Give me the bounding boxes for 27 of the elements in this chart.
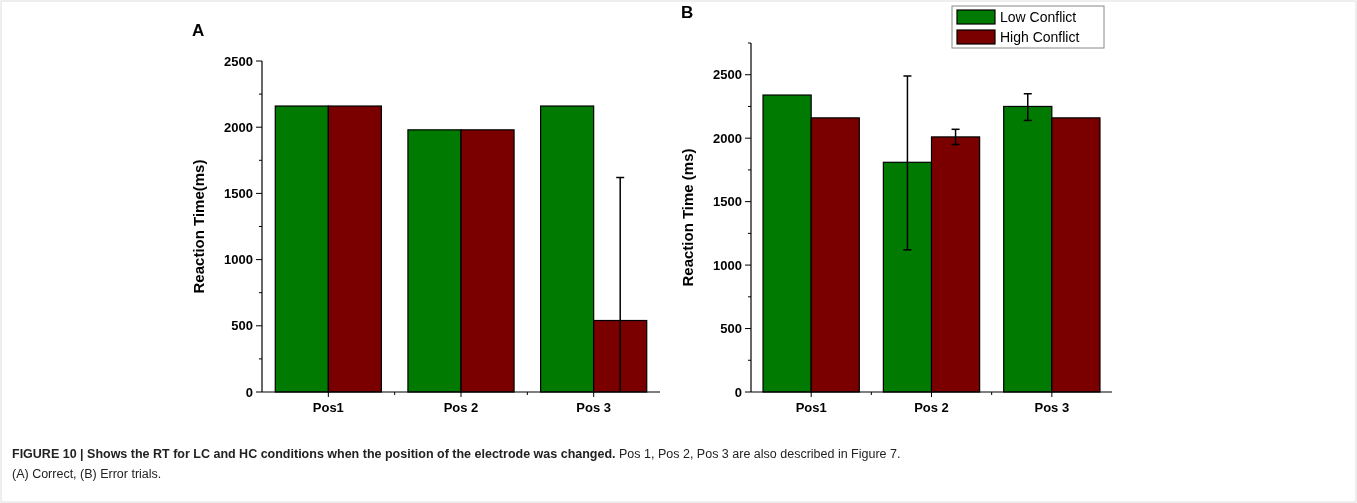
- y-tick-label: 1500: [713, 194, 742, 210]
- x-tick-label: Pos 2: [443, 400, 479, 415]
- caption: FIGURE 10 | Shows the RT for LC and HC conditions when the position of the electrode was changed.: [12, 447, 616, 461]
- chart-title: A: [192, 21, 205, 40]
- x-tick-label: Pos1: [312, 400, 344, 415]
- text: Pos 1, Pos 2, Pos 3 are also described in Figure 7.: [615, 447, 901, 461]
- legend-label: Low Conflict: [1000, 8, 1077, 25]
- y-tick-label: 1000: [224, 252, 253, 268]
- chart-title: B: [681, 3, 694, 22]
- x-tick-label: Pos 3: [576, 400, 612, 415]
- y-tick-label: 2500: [713, 67, 742, 83]
- y-tick-label: 1500: [224, 185, 253, 201]
- text: (A) Correct, (B) Error trials.: [12, 467, 162, 481]
- x-tick-label: Pos1: [795, 400, 827, 415]
- y-axis-title: Reaction Time (ms): [679, 148, 696, 287]
- y-tick-label: 500: [720, 321, 742, 337]
- y-tick-label: 2000: [224, 119, 253, 135]
- y-tick-label: 2000: [713, 130, 742, 146]
- y-tick-label: 0: [245, 384, 253, 400]
- y-tick-label: 500: [231, 318, 253, 334]
- x-tick-label: Pos 2: [914, 400, 949, 415]
- y-tick-label: 2500: [224, 53, 253, 69]
- y-tick-label: 1000: [713, 257, 742, 273]
- x-tick-label: Pos 3: [1034, 400, 1070, 415]
- y-tick-label: 0: [734, 384, 742, 400]
- legend-label: High Conflict: [1000, 28, 1080, 45]
- y-axis-title: Reaction Time(ms): [190, 159, 207, 294]
